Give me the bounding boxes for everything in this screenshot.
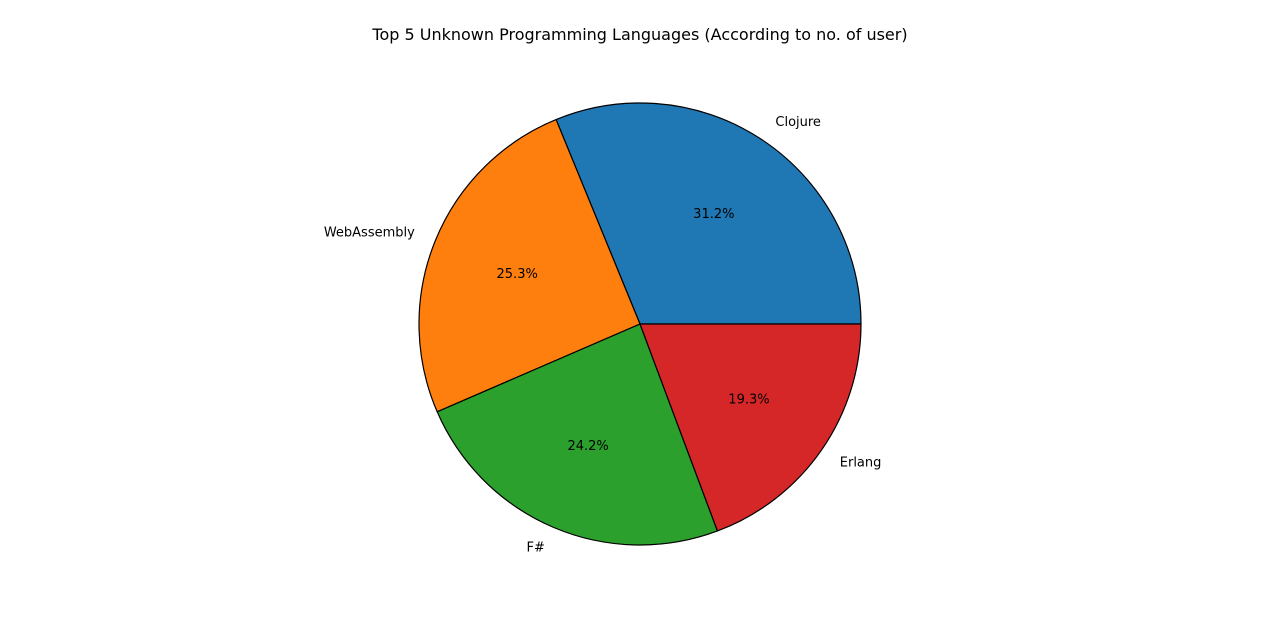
slice-label: F# [526,541,544,556]
slice-label: Clojure [775,115,821,130]
slice-percent-label: 19.3% [728,393,769,408]
pie-slice-clojure [555,102,862,325]
slice-percent-label: 31.2% [693,207,734,222]
pie-slices [418,102,862,546]
pie-slice-webassembly [418,118,641,413]
chart-title: Top 5 Unknown Programming Languages (Acc… [371,25,907,44]
slice-percent-label: 24.2% [567,439,608,454]
slice-percent-label: 25.3% [497,267,538,282]
slice-label: Erlang [840,456,882,471]
slice-label: WebAssembly [324,225,415,240]
pie-slice-erlang [639,323,862,532]
pie-slice-f- [436,323,719,546]
pie-labels: Clojure 31.2% WebAssembly 25.3% F# 24.2% Erlan… [324,115,882,556]
